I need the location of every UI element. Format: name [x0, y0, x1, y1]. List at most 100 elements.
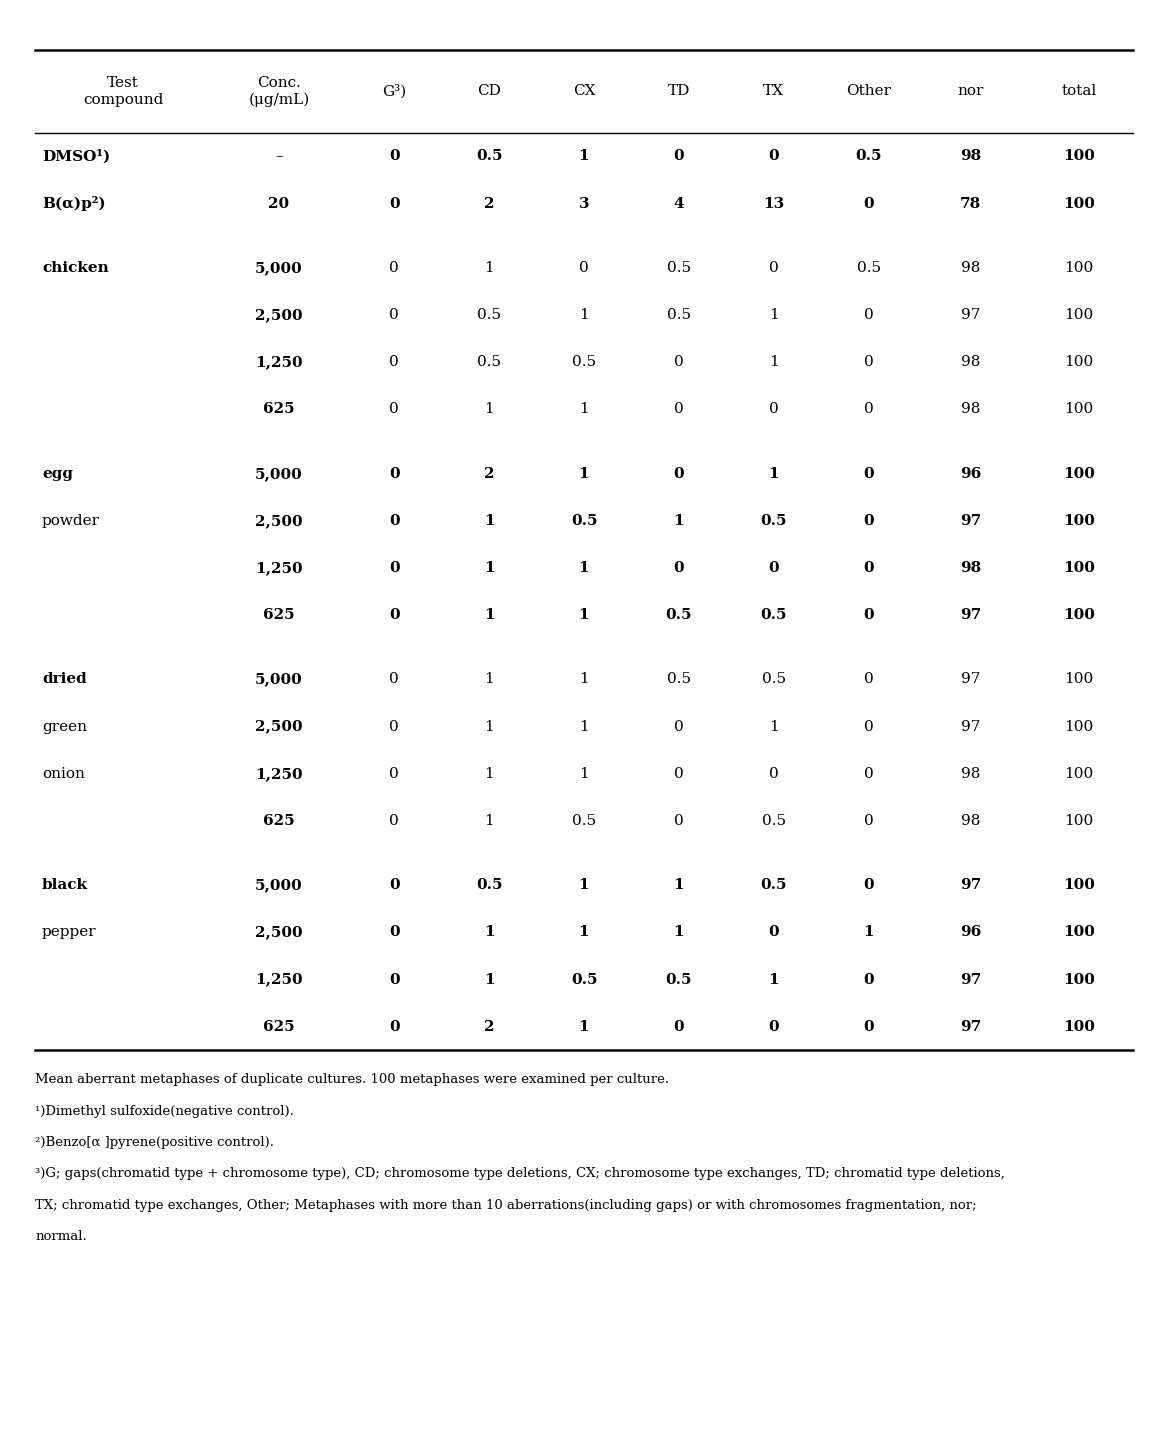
- Text: 1,250: 1,250: [256, 562, 303, 574]
- Text: 97: 97: [960, 973, 981, 986]
- Text: 0: 0: [674, 815, 683, 827]
- Text: 0: 0: [864, 815, 874, 827]
- Text: 1: 1: [485, 767, 494, 780]
- Text: 625: 625: [263, 609, 294, 622]
- Text: 0: 0: [863, 197, 874, 210]
- Text: 100: 100: [1064, 815, 1093, 827]
- Text: 0: 0: [769, 262, 779, 274]
- Text: 0.5: 0.5: [571, 514, 597, 527]
- Text: 0: 0: [674, 1020, 684, 1033]
- Text: 97: 97: [960, 609, 981, 622]
- Text: 1: 1: [485, 673, 494, 686]
- Text: 98: 98: [960, 150, 981, 163]
- Text: 2: 2: [484, 1020, 494, 1033]
- Text: 0.5: 0.5: [760, 609, 787, 622]
- Text: 625: 625: [263, 1020, 294, 1033]
- Text: 97: 97: [960, 1020, 981, 1033]
- Text: ¹)Dimethyl sulfoxide(negative control).: ¹)Dimethyl sulfoxide(negative control).: [35, 1105, 294, 1117]
- Text: 0: 0: [864, 720, 874, 733]
- Text: 1: 1: [769, 467, 779, 480]
- Text: 0.5: 0.5: [477, 356, 501, 369]
- Text: 0: 0: [389, 609, 399, 622]
- Text: 1: 1: [578, 926, 590, 939]
- Text: 0.5: 0.5: [666, 609, 693, 622]
- Text: 1: 1: [484, 973, 494, 986]
- Text: 0: 0: [389, 514, 399, 527]
- Text: 0: 0: [769, 1020, 779, 1033]
- Text: 98: 98: [960, 356, 980, 369]
- Text: 97: 97: [960, 309, 980, 322]
- Text: 1: 1: [484, 926, 494, 939]
- Text: 96: 96: [960, 926, 981, 939]
- Text: 0: 0: [863, 879, 874, 892]
- Text: 0: 0: [769, 403, 779, 416]
- Text: 0: 0: [389, 1020, 399, 1033]
- Text: 98: 98: [960, 262, 980, 274]
- Text: 100: 100: [1064, 262, 1093, 274]
- Text: 0.5: 0.5: [667, 262, 691, 274]
- Text: 5,000: 5,000: [255, 467, 303, 480]
- Text: 0: 0: [389, 767, 399, 780]
- Text: TD: TD: [668, 84, 690, 99]
- Text: 100: 100: [1064, 403, 1093, 416]
- Text: 4: 4: [674, 197, 684, 210]
- Text: 0: 0: [389, 356, 399, 369]
- Text: 1: 1: [485, 403, 494, 416]
- Text: 0.5: 0.5: [475, 150, 502, 163]
- Text: 0: 0: [674, 403, 683, 416]
- Text: 0.5: 0.5: [760, 514, 787, 527]
- Text: 1: 1: [769, 720, 779, 733]
- Text: 0.5: 0.5: [572, 815, 596, 827]
- Text: 1: 1: [578, 467, 590, 480]
- Text: 1: 1: [578, 562, 590, 574]
- Text: –: –: [276, 150, 283, 163]
- Text: 0: 0: [769, 767, 779, 780]
- Text: powder: powder: [42, 514, 100, 527]
- Text: Mean aberrant metaphases of duplicate cultures. 100 metaphases were examined per: Mean aberrant metaphases of duplicate cu…: [35, 1073, 669, 1086]
- Text: 98: 98: [960, 403, 980, 416]
- Text: 0: 0: [389, 197, 399, 210]
- Text: B(α)p²): B(α)p²): [42, 196, 105, 211]
- Text: 2,500: 2,500: [256, 309, 303, 322]
- Text: Test
compound: Test compound: [83, 76, 164, 107]
- Text: 0: 0: [864, 356, 874, 369]
- Text: 0: 0: [389, 309, 399, 322]
- Text: 5,000: 5,000: [255, 262, 303, 274]
- Text: 0: 0: [863, 973, 874, 986]
- Text: 0: 0: [674, 150, 684, 163]
- Text: 0: 0: [769, 150, 779, 163]
- Text: 0: 0: [864, 309, 874, 322]
- Text: pepper: pepper: [42, 926, 97, 939]
- Text: 0: 0: [389, 973, 399, 986]
- Text: 0: 0: [579, 262, 589, 274]
- Text: 0.5: 0.5: [762, 673, 786, 686]
- Text: 625: 625: [263, 815, 294, 827]
- Text: 0.5: 0.5: [855, 150, 882, 163]
- Text: 0.5: 0.5: [667, 673, 691, 686]
- Text: 100: 100: [1063, 609, 1094, 622]
- Text: 100: 100: [1064, 720, 1093, 733]
- Text: 100: 100: [1063, 467, 1094, 480]
- Text: 100: 100: [1063, 514, 1094, 527]
- Text: 0: 0: [389, 403, 399, 416]
- Text: onion: onion: [42, 767, 85, 780]
- Text: 0: 0: [674, 467, 684, 480]
- Text: 13: 13: [763, 197, 785, 210]
- Text: 0: 0: [389, 150, 399, 163]
- Text: 1: 1: [579, 403, 589, 416]
- Text: 0.5: 0.5: [760, 879, 787, 892]
- Text: 97: 97: [960, 514, 981, 527]
- Text: 1: 1: [485, 262, 494, 274]
- Text: 1: 1: [769, 309, 779, 322]
- Text: 0: 0: [389, 562, 399, 574]
- Text: 100: 100: [1063, 1020, 1094, 1033]
- Text: G³): G³): [382, 84, 406, 99]
- Text: 1: 1: [485, 720, 494, 733]
- Text: 0: 0: [674, 562, 684, 574]
- Text: 1: 1: [769, 356, 779, 369]
- Text: 0.5: 0.5: [762, 815, 786, 827]
- Text: TX: TX: [763, 84, 784, 99]
- Text: 100: 100: [1063, 150, 1094, 163]
- Text: 100: 100: [1064, 356, 1093, 369]
- Text: 97: 97: [960, 879, 981, 892]
